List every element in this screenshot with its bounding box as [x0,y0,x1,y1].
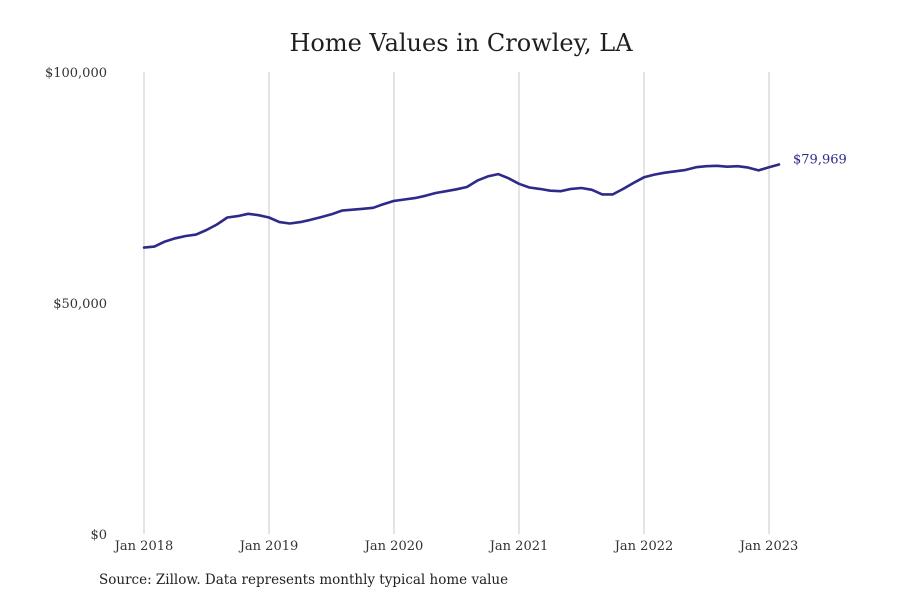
gridlines [143,72,770,534]
data-labels: $79,969 [793,153,847,168]
x-tick-label: Jan 2019 [238,539,299,554]
y-tick-label: $100,000 [45,66,107,81]
chart-title: Home Values in Crowley, LA [289,29,633,57]
x-tick-label: Jan 2023 [738,539,799,554]
end-value-label: $79,969 [793,153,847,168]
x-tick-label: Jan 2020 [363,539,424,554]
source-note: Source: Zillow. Data represents monthly … [99,572,509,588]
x-tick-label: Jan 2022 [613,539,674,554]
series-layer [142,163,781,249]
y-tick-label: $0 [90,528,107,543]
series-line [142,163,781,249]
x-tick-label: Jan 2021 [488,539,549,554]
x-tick-label: Jan 2018 [113,539,174,554]
x-axis-ticks: Jan 2018 Jan 2019 Jan 2020 Jan 2021 Jan 2022… [113,539,799,554]
y-axis-ticks: $0 $50,000 $100,000 [45,66,107,543]
y-tick-label: $50,000 [53,297,107,312]
